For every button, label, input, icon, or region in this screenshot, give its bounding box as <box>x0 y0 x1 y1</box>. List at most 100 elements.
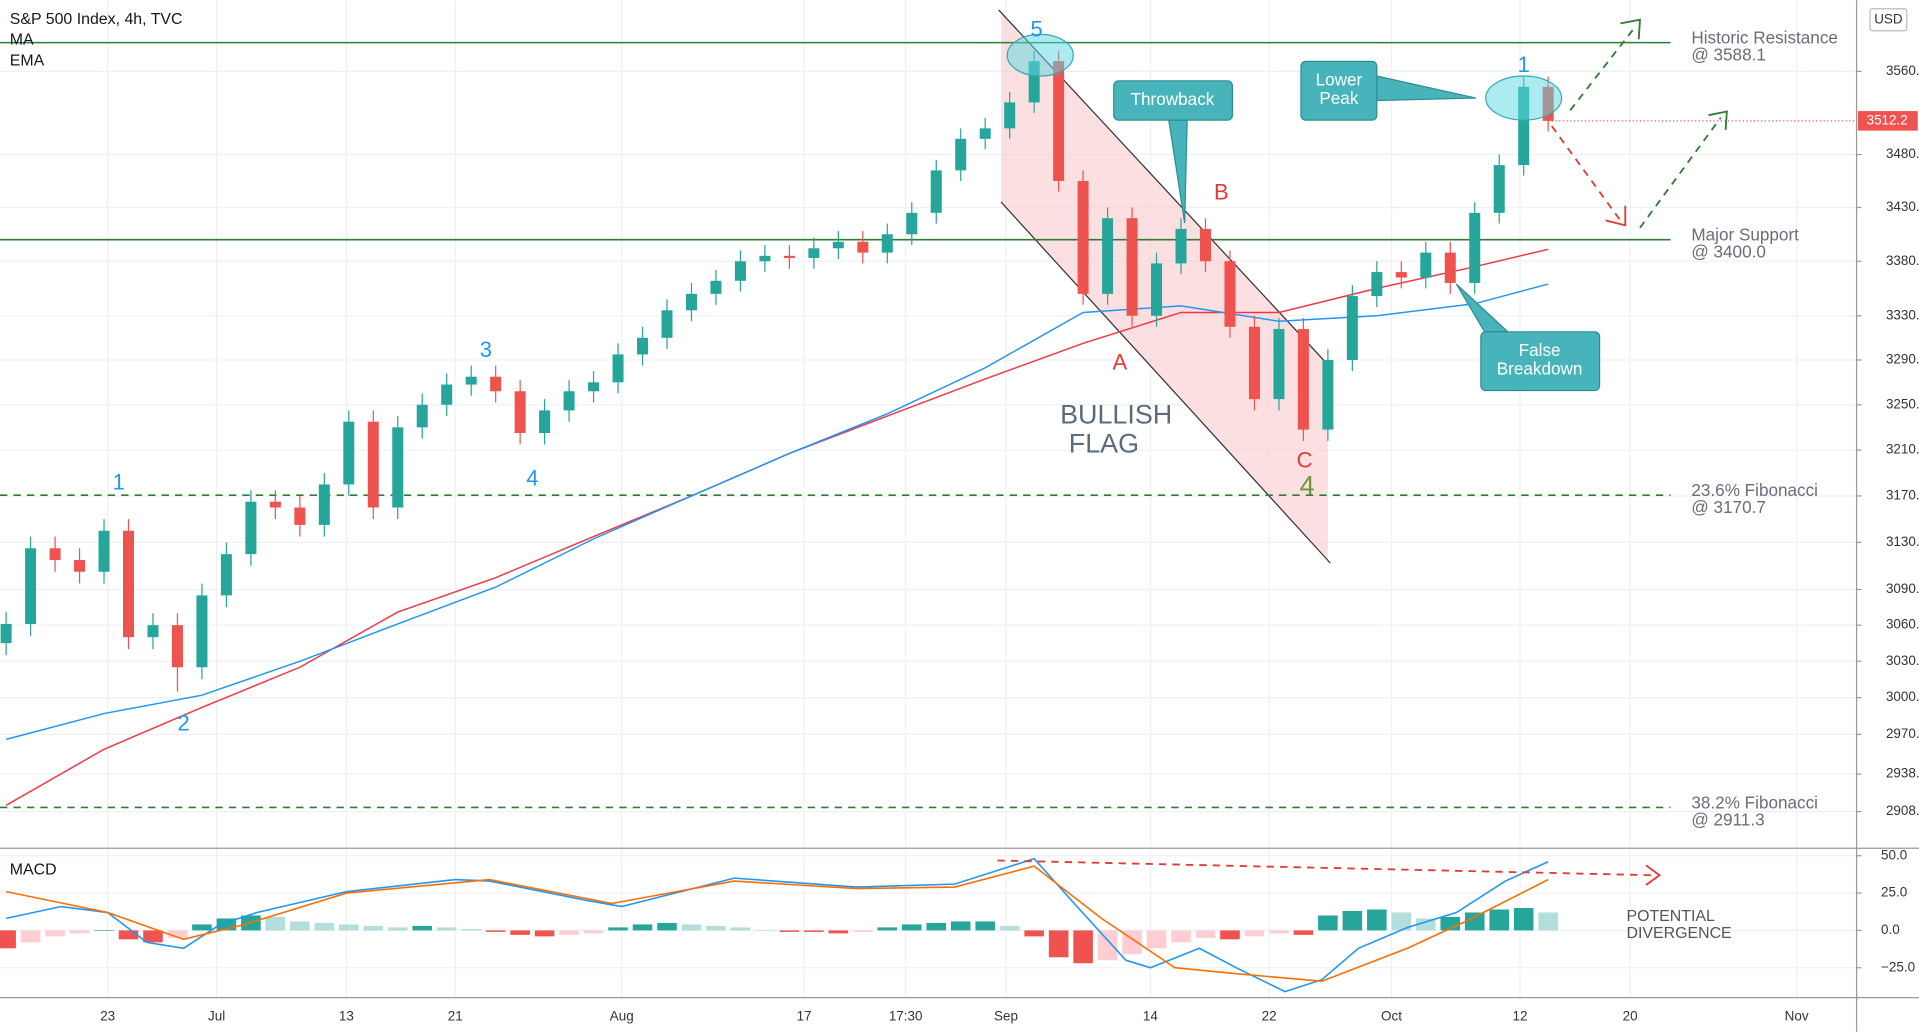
callout: Throwback <box>1113 80 1234 223</box>
x-tick-label: 22 <box>1262 1009 1277 1024</box>
candle-body <box>1346 296 1358 360</box>
y-tick-label: 3480.0 <box>1886 146 1919 161</box>
macd-histogram-bar <box>1318 915 1338 931</box>
callout-text: Lower <box>1316 69 1363 89</box>
y-tick-label: 2938.0 <box>1886 766 1919 781</box>
macd-histogram-bar <box>1367 909 1387 931</box>
candle-body <box>1175 228 1187 264</box>
level-label: @ 2911.3 <box>1691 809 1764 829</box>
arrow <box>1569 26 1636 111</box>
macd-histogram-bar <box>706 925 726 931</box>
macd-histogram-bar <box>118 930 139 940</box>
macd-histogram-bar <box>779 930 800 932</box>
candle-body <box>955 138 967 171</box>
macd-histogram-bar <box>1073 930 1093 964</box>
chart-title: S&P 500 Index, 4h, TVC <box>10 11 183 28</box>
macd-tick-label: 50.0 <box>1881 847 1907 862</box>
wave-label: 4 <box>1300 470 1315 500</box>
x-tick-label: 13 <box>339 1009 354 1024</box>
candle-body <box>318 484 330 525</box>
candle-body <box>25 548 37 624</box>
x-tick-label: Nov <box>1785 1009 1809 1024</box>
callout-text: False <box>1519 340 1561 360</box>
candle-body <box>343 421 355 485</box>
x-tick-label: Jul <box>208 1009 225 1024</box>
macd-histogram-bar <box>1220 930 1240 940</box>
macd-histogram-bar <box>461 928 481 931</box>
arrow <box>997 859 1653 877</box>
axes: 23 Jul 13 21 Aug 17 17:30 Sep 14 22 Oct 12 20 Nov3560… <box>100 17 1919 1024</box>
candle-body <box>269 501 281 508</box>
macd-histogram-bar <box>290 921 310 931</box>
candle-body <box>1004 102 1016 129</box>
level-label: Historic Resistance <box>1691 27 1838 47</box>
wave-label: 2 <box>177 710 189 735</box>
legend-entry: EMA <box>10 53 45 70</box>
macd-histogram-bar <box>436 927 457 931</box>
candle-body <box>441 384 453 405</box>
macd-histogram-bar <box>804 930 824 932</box>
highlight <box>1006 33 1074 77</box>
wave-label: B <box>1214 179 1229 204</box>
candle-body <box>1077 180 1089 294</box>
macd-histogram-bar <box>1538 912 1558 931</box>
x-tick-label: 20 <box>1623 1009 1638 1024</box>
macd-histogram-bar <box>1513 907 1534 931</box>
candle-body <box>1273 328 1285 400</box>
x-tick-label: 17:30 <box>889 1009 923 1024</box>
candle-body <box>1224 261 1236 327</box>
candle-body <box>1102 218 1114 294</box>
candle-body <box>1199 228 1212 262</box>
macd-histogram-bar <box>828 930 849 934</box>
macd-histogram-bar <box>69 930 90 934</box>
level-label: @ 3588.1 <box>1691 45 1766 65</box>
candle-body <box>1297 328 1309 430</box>
legend-entry: MA <box>10 32 34 49</box>
macd-histogram-bar <box>608 927 628 931</box>
macd-histogram-bar <box>363 925 384 931</box>
macd-histogram-bar <box>94 930 114 932</box>
candle-body <box>1322 359 1334 430</box>
candle-body <box>1248 326 1260 400</box>
wave-label: A <box>1112 349 1127 374</box>
candle-body <box>1493 165 1505 213</box>
y-tick-label: 3290.0 <box>1886 352 1919 367</box>
candle-body <box>661 310 673 338</box>
candle-body <box>1395 272 1407 278</box>
macd-histogram-bar <box>1048 930 1069 958</box>
macd-histogram-bar <box>485 930 506 932</box>
macd-histogram-bar <box>1342 910 1363 931</box>
x-tick-label: 14 <box>1143 1009 1158 1024</box>
macd-histogram-bar <box>1489 909 1510 931</box>
candle-body <box>857 241 869 253</box>
y-tick-label: 3330.0 <box>1886 307 1919 322</box>
callout-box <box>1300 60 1378 121</box>
candle-body <box>1028 61 1040 103</box>
candle-body <box>0 623 12 644</box>
wave-label: 1 <box>1518 52 1530 77</box>
macd-histogram-bar <box>534 930 555 937</box>
y-tick-label: 3000.0 <box>1886 689 1919 704</box>
macd-histogram-bar <box>1391 912 1412 931</box>
macd-histogram-bar <box>1097 930 1118 961</box>
flag-lower <box>1000 201 1331 564</box>
candle-body <box>881 234 893 253</box>
x-tick-label: 17 <box>797 1009 812 1024</box>
candle-body <box>49 548 61 560</box>
macd-histogram-bar <box>45 930 65 937</box>
candle-body <box>245 501 257 555</box>
arrows <box>997 18 1728 886</box>
arrow <box>1551 125 1622 221</box>
macd-note: DIVERGENCE <box>1626 925 1731 942</box>
candle-body <box>930 170 942 213</box>
y-tick-label: 3430.0 <box>1886 199 1919 214</box>
x-tick-label: 12 <box>1513 1009 1528 1024</box>
macd-histogram-bar <box>412 925 433 931</box>
y-tick-label: 3130.0 <box>1886 534 1919 549</box>
macd-histogram-bar <box>216 918 237 931</box>
candle-body <box>1420 252 1432 278</box>
y-tick-label: 3560.0 <box>1886 63 1919 78</box>
candle-body <box>1371 272 1383 297</box>
flag-label: BULLISH <box>1060 399 1172 429</box>
